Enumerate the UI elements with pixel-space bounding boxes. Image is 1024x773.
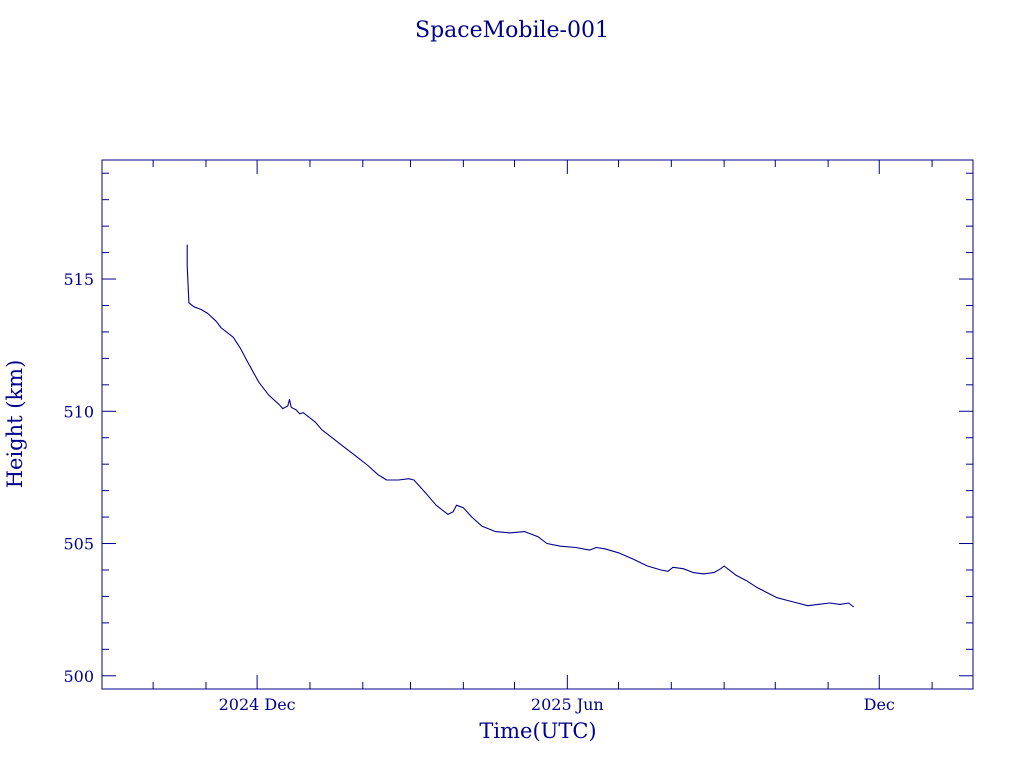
y-axis-label: Height (km) xyxy=(3,360,27,489)
y-axis-ticks: 500 505 510 515 xyxy=(63,172,973,686)
chart-title: SpaceMobile-001 xyxy=(415,18,609,43)
y-tick-label: 515 xyxy=(63,270,94,289)
plot-frame xyxy=(101,159,974,690)
x-tick-label: 2025 Jun xyxy=(531,695,604,714)
y-tick-label: 510 xyxy=(63,402,94,421)
x-tick-label: Dec xyxy=(864,695,895,714)
x-axis-ticks: 2024 Dec 2025 Jun Dec xyxy=(152,160,933,714)
x-axis-label: Time(UTC) xyxy=(479,719,596,743)
height-series-line xyxy=(186,244,855,608)
y-tick-label: 505 xyxy=(63,535,94,554)
y-tick-label: 500 xyxy=(63,667,94,686)
x-tick-label: 2024 Dec xyxy=(219,695,296,714)
